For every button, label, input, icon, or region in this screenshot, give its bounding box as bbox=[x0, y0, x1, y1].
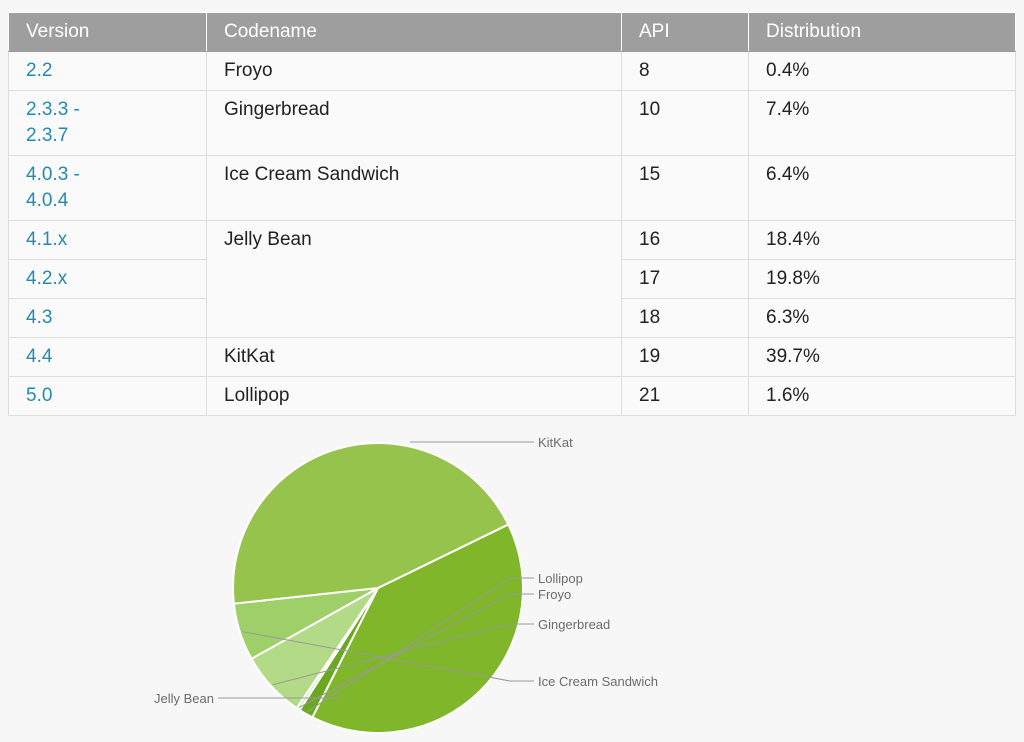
codename-cell: Ice Cream Sandwich bbox=[206, 155, 622, 221]
api-cell: 15 bbox=[621, 155, 749, 221]
pie-label: Lollipop bbox=[538, 571, 583, 586]
codename-cell: Lollipop bbox=[206, 376, 622, 416]
pie-label: KitKat bbox=[538, 435, 573, 450]
version-link[interactable]: 5.0 bbox=[8, 376, 207, 416]
distribution-cell: 39.7% bbox=[748, 337, 1016, 377]
table-row: 5.0 Lollipop 21 1.6% bbox=[8, 376, 1016, 416]
pie-leader-line bbox=[241, 631, 534, 682]
table-row: 4.0.3 - 4.0.4 Ice Cream Sandwich 15 6.4% bbox=[8, 155, 1016, 221]
api-cell: 16 bbox=[621, 220, 749, 260]
table-row: 4.2.x 17 19.8% bbox=[8, 259, 1016, 299]
version-link[interactable]: 4.2.x bbox=[8, 259, 207, 299]
header-distribution: Distribution bbox=[748, 12, 1016, 52]
pie-leader-line bbox=[272, 623, 534, 686]
table-row: 2.2 Froyo 8 0.4% bbox=[8, 51, 1016, 91]
header-version: Version bbox=[8, 12, 207, 52]
pie-leader-line bbox=[299, 593, 534, 708]
pie-label: Froyo bbox=[538, 587, 571, 602]
distribution-cell: 19.8% bbox=[748, 259, 1016, 299]
pie-label: Ice Cream Sandwich bbox=[538, 674, 658, 689]
api-cell: 18 bbox=[621, 298, 749, 338]
codename-cell: KitKat bbox=[206, 337, 622, 377]
codename-cell: Jelly Bean bbox=[206, 220, 622, 338]
pie-slice-kitkat bbox=[311, 523, 524, 734]
distribution-table: Version Codename API Distribution 2.2 Fr… bbox=[8, 12, 1016, 416]
api-cell: 10 bbox=[621, 90, 749, 156]
distribution-cell: 7.4% bbox=[748, 90, 1016, 156]
api-cell: 8 bbox=[621, 51, 749, 91]
distribution-cell: 1.6% bbox=[748, 376, 1016, 416]
table-row: 4.4 KitKat 19 39.7% bbox=[8, 337, 1016, 377]
distribution-cell: 6.3% bbox=[748, 298, 1016, 338]
table-header-row: Version Codename API Distribution bbox=[8, 12, 1016, 52]
header-codename: Codename bbox=[206, 12, 622, 52]
api-cell: 21 bbox=[621, 376, 749, 416]
table-row: 4.1.x Jelly Bean 16 18.4% bbox=[8, 220, 1016, 338]
version-link[interactable]: 4.3 bbox=[8, 298, 207, 338]
version-link[interactable]: 2.3.3 - 2.3.7 bbox=[8, 90, 207, 156]
distribution-cell: 18.4% bbox=[748, 220, 1016, 260]
codename-cell: Froyo bbox=[206, 51, 622, 91]
table-row: 4.3 18 6.3% bbox=[8, 298, 1016, 338]
codename-cell: Gingerbread bbox=[206, 90, 622, 156]
distribution-cell: 6.4% bbox=[748, 155, 1016, 221]
header-api: API bbox=[621, 12, 749, 52]
pie-label: Gingerbread bbox=[538, 617, 610, 632]
table-row: 2.3.3 - 2.3.7 Gingerbread 10 7.4% bbox=[8, 90, 1016, 156]
pie-label: Jelly Bean bbox=[154, 691, 214, 706]
version-link[interactable]: 4.0.3 - 4.0.4 bbox=[8, 155, 207, 221]
api-cell: 19 bbox=[621, 337, 749, 377]
api-cell: 17 bbox=[621, 259, 749, 299]
version-link[interactable]: 2.2 bbox=[8, 51, 207, 91]
version-link[interactable]: 4.4 bbox=[8, 337, 207, 377]
distribution-cell: 0.4% bbox=[748, 51, 1016, 91]
pie-slice-jelly-bean bbox=[232, 442, 510, 605]
version-link[interactable]: 4.1.x bbox=[8, 220, 207, 260]
